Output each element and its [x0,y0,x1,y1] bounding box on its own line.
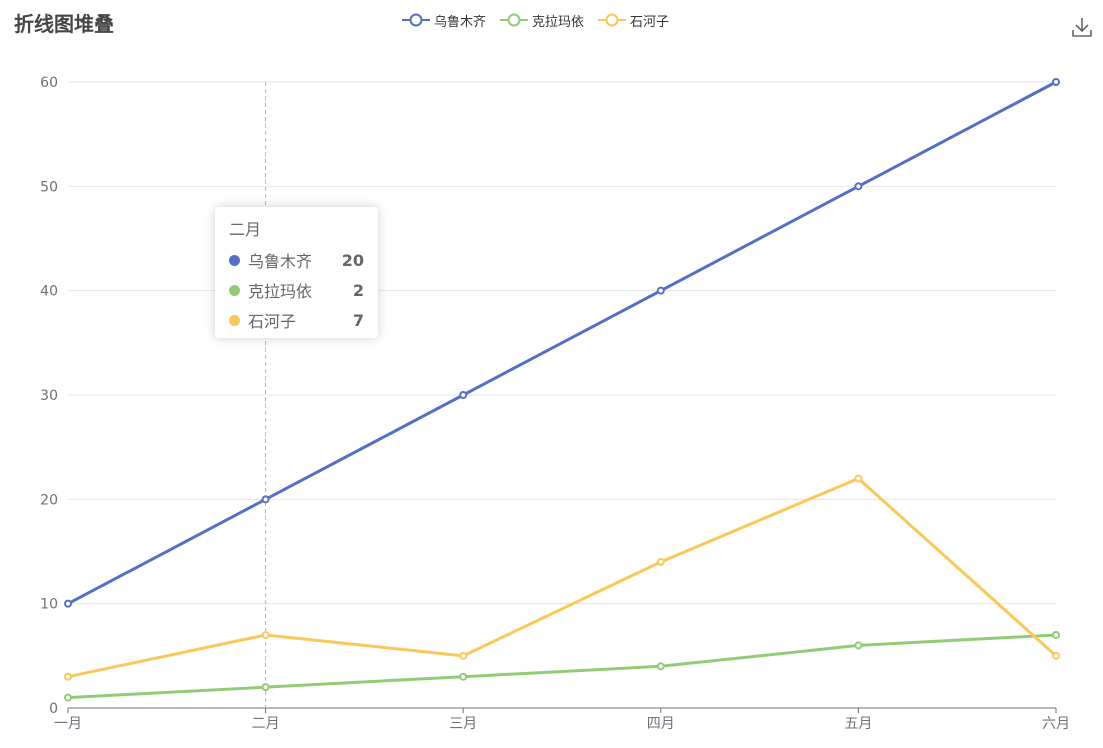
series-group [64,474,1060,681]
legend-symbol-icon [402,13,430,27]
data-point[interactable] [64,599,72,608]
tooltip-series-name: 石河子 [248,312,297,331]
data-point[interactable] [261,630,270,639]
y-tick-label: 10 [40,597,58,613]
data-point[interactable] [261,683,270,692]
data-point[interactable] [854,474,863,483]
tooltip-series-name: 克拉玛依 [248,282,313,301]
legend-symbol-icon [500,13,529,27]
legend-item-karamay[interactable]: 克拉玛依 [500,11,584,30]
series-dot-icon [229,254,240,266]
data-point[interactable] [64,672,72,681]
y-tick-label: 30 [40,388,58,404]
data-point[interactable] [1052,651,1060,660]
tooltip-series-value: 20 [341,250,364,270]
tooltip-row: 克拉玛依 2 [229,275,364,305]
x-tick-label: 四月 [647,716,675,732]
y-tick-label: 40 [40,284,58,300]
series-dot-icon [229,284,240,296]
x-tick-label: 六月 [1042,716,1070,732]
data-point[interactable] [459,391,468,399]
tooltip-series-name: 乌鲁木齐 [248,252,313,271]
series-dot-icon [229,314,240,326]
x-tick-label: 一月 [54,716,82,732]
tooltip-title: 二月 [229,220,262,239]
data-point[interactable] [261,495,270,504]
y-tick-label: 20 [40,492,58,508]
data-point[interactable] [459,651,468,660]
tooltip-series-value: 7 [352,310,364,330]
data-point[interactable] [854,182,863,191]
series-group [64,630,1060,702]
series-layer [64,78,1060,702]
series-line [67,80,1057,605]
y-axis: 0 10 20 30 40 50 60 [40,75,58,717]
legend-item-shihezi[interactable]: 石河子 [598,11,669,30]
series-line [67,476,1058,679]
legend-label: 克拉玛依 [532,14,585,30]
data-point[interactable] [1052,78,1060,86]
tooltip: 二月 乌鲁木齐 20 克拉玛依 2 石河子 7 [215,207,378,338]
data-point[interactable] [854,641,863,650]
grid-lines [68,81,1056,605]
y-tick-label: 50 [40,179,58,195]
data-point[interactable] [656,557,665,566]
y-tick-label: 60 [40,75,58,91]
legend-item-urumqi[interactable]: 乌鲁木齐 [402,11,486,30]
tooltip-row: 石河子 7 [229,305,364,335]
download-icon[interactable] [1070,15,1094,39]
legend-label: 石河子 [630,14,670,30]
x-tick-label: 三月 [449,716,477,732]
x-tick-label: 二月 [252,716,280,732]
tooltip-series-value: 2 [352,280,364,300]
legend-label: 乌鲁木齐 [434,14,487,30]
x-tick-label: 五月 [844,716,872,732]
series-group [64,78,1060,608]
chart-title: 折线图堆叠 [14,12,114,36]
data-point[interactable] [1052,630,1060,639]
y-tick-label: 0 [49,701,58,717]
data-point[interactable] [459,672,468,681]
data-point[interactable] [64,693,72,702]
data-point[interactable] [656,662,665,671]
data-point[interactable] [656,286,665,295]
series-line [67,633,1057,700]
tooltip-row: 乌鲁木齐 20 [229,245,364,275]
x-axis: 一月 二月 三月 四月 五月 六月 [54,707,1070,732]
legend: 乌鲁木齐 克拉玛依 石河子 [402,10,683,30]
legend-symbol-icon [598,13,627,27]
